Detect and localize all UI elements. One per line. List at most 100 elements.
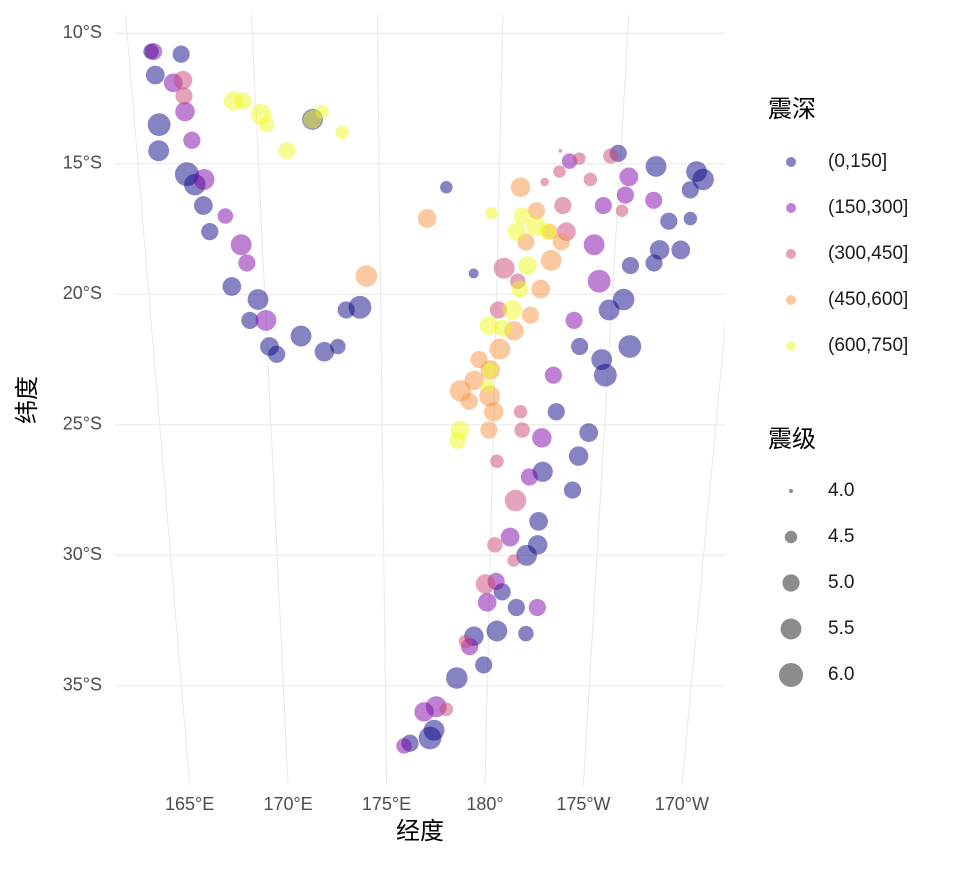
point (683, 211, 698, 226)
point (565, 311, 583, 329)
x-axis-title: 经度 (396, 817, 444, 845)
point (255, 309, 277, 331)
point (268, 345, 286, 363)
point (175, 87, 193, 105)
point (547, 403, 565, 421)
point (538, 223, 557, 241)
point (514, 422, 530, 438)
grid-line (681, 322, 725, 785)
point (583, 172, 598, 187)
point (529, 511, 548, 531)
size-legend-key (780, 618, 802, 640)
point (573, 152, 586, 165)
point (571, 337, 589, 356)
point (460, 392, 478, 410)
point (510, 177, 531, 198)
point (645, 254, 663, 272)
point (681, 181, 699, 199)
legend-key (786, 203, 796, 213)
point (440, 181, 453, 194)
point (615, 204, 629, 218)
point (554, 196, 572, 215)
point (330, 338, 346, 355)
point (645, 155, 667, 177)
point (540, 177, 549, 187)
point (598, 299, 620, 321)
legend-label: 4.5 (828, 526, 854, 547)
y-tick-label: 15°S (63, 153, 102, 173)
point (479, 316, 499, 335)
point (520, 468, 538, 486)
point (540, 249, 562, 271)
point (528, 598, 546, 617)
point (238, 254, 256, 272)
point (201, 223, 219, 241)
point (493, 257, 515, 279)
legend-label: (600,750] (828, 335, 908, 356)
point (493, 319, 512, 337)
point (258, 116, 275, 133)
point (521, 306, 540, 324)
point (183, 131, 201, 149)
point (513, 207, 531, 225)
point (531, 279, 551, 299)
points (143, 42, 714, 754)
point (480, 378, 495, 393)
point (487, 537, 503, 553)
point (502, 300, 523, 320)
point (660, 212, 678, 230)
point (223, 91, 244, 111)
point (193, 169, 215, 190)
legend-title: 震深 (768, 95, 816, 123)
point (148, 140, 170, 162)
point (618, 335, 642, 358)
size-legend-key (789, 489, 793, 493)
point (290, 325, 312, 347)
point (315, 104, 329, 119)
point (147, 113, 171, 137)
point (222, 277, 242, 296)
point (355, 265, 378, 287)
point (486, 620, 508, 642)
point (418, 726, 442, 750)
legend-key (786, 249, 796, 259)
legend-label: (0,150] (828, 151, 887, 172)
point (507, 598, 525, 617)
point (335, 125, 349, 140)
point (449, 431, 467, 450)
point (621, 256, 640, 275)
point (511, 280, 529, 298)
x-tick-label: 170°E (263, 794, 312, 814)
point (172, 45, 190, 63)
point (504, 489, 527, 512)
point (477, 592, 497, 612)
point (619, 167, 639, 187)
point (483, 401, 504, 422)
point (544, 366, 562, 384)
point (480, 421, 498, 439)
y-tick-label: 30°S (63, 544, 102, 564)
point (490, 454, 504, 469)
point (193, 196, 213, 215)
point (563, 481, 582, 499)
point (417, 209, 437, 228)
point (532, 428, 552, 448)
point (414, 702, 434, 722)
point (513, 404, 528, 419)
size-legend-key (782, 574, 800, 592)
legend-label: (150,300] (828, 197, 908, 218)
legend-label: (300,450] (828, 243, 908, 264)
point (593, 363, 617, 387)
legend-label: 4.0 (828, 480, 854, 501)
x-tick-label: 180° (466, 794, 503, 814)
point (348, 295, 372, 319)
point (485, 207, 498, 220)
point (314, 341, 335, 362)
grid-line (125, 15, 191, 785)
point (458, 634, 473, 649)
y-tick-label: 35°S (63, 675, 102, 695)
point (489, 301, 508, 319)
point (175, 101, 195, 122)
point (396, 738, 412, 754)
legend-label: 5.5 (828, 618, 854, 639)
